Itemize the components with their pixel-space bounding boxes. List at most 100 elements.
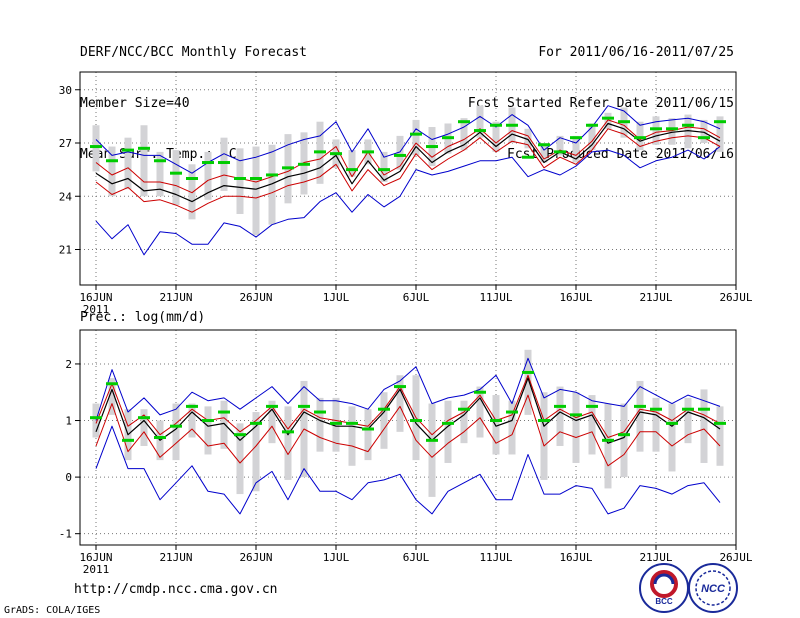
- series-min-line: [95, 146, 721, 256]
- spread-box: [156, 151, 164, 197]
- spread-box: [396, 375, 404, 432]
- spread-box: [668, 118, 676, 145]
- spread-box: [172, 150, 180, 206]
- x-tick-label: 16JUN: [79, 291, 112, 304]
- x-year-label: 2011: [83, 303, 110, 316]
- y-tick-label: 30: [59, 84, 72, 97]
- spread-box: [700, 389, 708, 463]
- spread-box: [636, 121, 644, 151]
- spread-box: [524, 128, 532, 149]
- spread-box: [284, 406, 292, 480]
- spread-box: [348, 150, 356, 177]
- spread-box: [380, 151, 388, 183]
- spread-box: [540, 392, 548, 480]
- spread-box: [476, 386, 484, 438]
- x-tick-label: 26JUL: [719, 291, 752, 304]
- x-tick-label: 11JUL: [479, 551, 512, 564]
- spread-box: [620, 403, 628, 478]
- spread-box: [492, 121, 500, 152]
- spread-box: [124, 137, 132, 190]
- series-mean-line: [95, 122, 721, 203]
- spread-box: [652, 397, 660, 452]
- spread-box: [236, 423, 244, 495]
- spread-box: [444, 400, 452, 463]
- spread-box: [492, 395, 500, 455]
- spread-box: [380, 392, 388, 449]
- x-tick-label: 6JUL: [403, 551, 430, 564]
- x-tick-label: 11JUL: [479, 291, 512, 304]
- spread-box: [604, 403, 612, 489]
- chart-title: DERF/NCC/BCC Monthly Forecast: [80, 45, 307, 60]
- x-tick-label: 16JUL: [559, 551, 592, 564]
- spread-box: [556, 386, 564, 446]
- spread-box: [540, 143, 548, 163]
- spread-box: [572, 135, 580, 163]
- plot-frame: [79, 329, 737, 546]
- spread-box: [428, 403, 436, 497]
- spread-box: [268, 400, 276, 444]
- spread-box: [684, 114, 692, 149]
- spread-box: [252, 146, 260, 236]
- spread-box: [188, 403, 196, 438]
- footer-url[interactable]: http://cmdp.ncc.cma.gov.cn: [74, 582, 278, 597]
- x-tick-label: 26JUN: [239, 551, 272, 564]
- series-mean-line: [95, 377, 721, 444]
- spread-box: [108, 378, 116, 415]
- spread-box: [348, 406, 356, 466]
- spread-box: [172, 403, 180, 461]
- series-upper-line: [95, 374, 721, 438]
- spread-box: [636, 380, 644, 452]
- plot-frame: [79, 71, 737, 286]
- series-max-line: [95, 357, 721, 421]
- spread-box: [460, 400, 468, 444]
- y-tick-label: 2: [65, 358, 72, 371]
- spread-box: [524, 349, 532, 415]
- prec-panel-title: Prec.: log(mm/d): [80, 310, 206, 325]
- series-max-line: [95, 105, 721, 174]
- spread-box: [140, 125, 148, 197]
- spread-box: [668, 403, 676, 472]
- x-tick-label: 16JUN: [79, 551, 112, 564]
- x-tick-label: 21JUL: [639, 291, 672, 304]
- series-upper-line: [95, 119, 721, 194]
- spread-box: [508, 400, 516, 455]
- spread-box: [236, 148, 244, 214]
- spread-box: [108, 146, 116, 197]
- x-tick-label: 26JUL: [719, 551, 752, 564]
- series-lower-line: [95, 394, 721, 467]
- panel-1: 16JUN 21JUN 26JUN 1JUL 6JUL 11JUL 16JUL 21JUL 26…: [59, 329, 753, 576]
- x-tick-label: 21JUL: [639, 551, 672, 564]
- spread-box: [220, 137, 228, 191]
- x-tick-label: 16JUL: [559, 291, 592, 304]
- spread-box: [316, 397, 324, 452]
- spread-box: [396, 135, 404, 170]
- spread-box: [588, 123, 596, 151]
- x-tick-label: 26JUN: [239, 291, 272, 304]
- spread-box: [476, 105, 484, 138]
- spread-box: [460, 118, 468, 151]
- series-min-line: [95, 425, 721, 515]
- y-tick-label: 27: [59, 137, 72, 150]
- fcst-start-date: Fcst Started Refer Date 2011/06/15: [467, 96, 734, 111]
- y-tick-label: 21: [59, 244, 72, 257]
- y-tick-label: 24: [59, 190, 73, 203]
- spread-box: [140, 409, 148, 446]
- spread-box: [92, 403, 100, 438]
- spread-box: [716, 116, 724, 152]
- spread-box: [268, 144, 276, 225]
- series-lower-line: [95, 128, 721, 213]
- spread-box: [684, 397, 692, 444]
- x-tick-label: 1JUL: [323, 291, 350, 304]
- y-tick-label: -1: [59, 528, 72, 541]
- spread-box: [92, 125, 100, 172]
- spread-box: [220, 400, 228, 449]
- x-tick-label: 1JUL: [323, 551, 350, 564]
- spread-box: [716, 406, 724, 466]
- forecast-period: For 2011/06/16-2011/07/25: [538, 45, 734, 60]
- spread-box: [188, 164, 196, 220]
- y-tick-label: 1: [65, 415, 72, 428]
- spread-box: [604, 112, 612, 129]
- spread-box: [364, 409, 372, 461]
- spread-box: [204, 151, 212, 200]
